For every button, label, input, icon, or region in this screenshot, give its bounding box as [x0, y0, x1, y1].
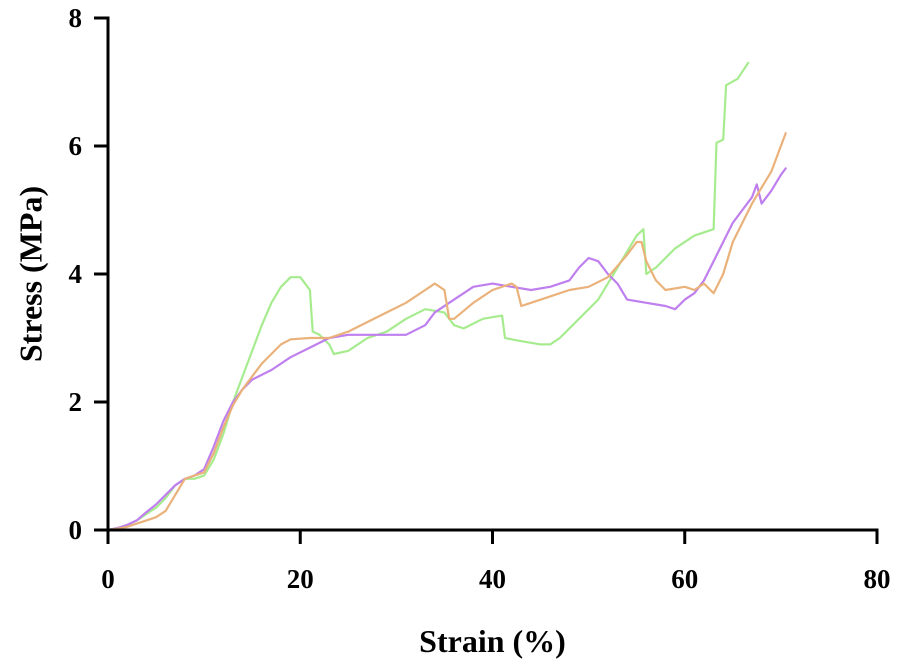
series-line-3 — [106, 132, 787, 532]
y-axis-title: Stress (MPa) — [12, 186, 48, 362]
ticks: 0 20 40 60 80 0 2 4 6 8 — [69, 3, 891, 594]
x-tick-label: 0 — [101, 564, 115, 594]
y-tick-label: 4 — [69, 259, 83, 289]
x-tick-label: 40 — [479, 564, 506, 594]
axes — [106, 16, 879, 532]
x-tick-label: 80 — [864, 564, 891, 594]
series-layer — [106, 61, 787, 532]
series-line-2 — [106, 167, 787, 532]
y-tick-label: 2 — [69, 387, 83, 417]
x-tick-label: 60 — [671, 564, 698, 594]
x-axis-title: Strain (%) — [419, 623, 566, 659]
y-tick-label: 6 — [69, 131, 83, 161]
x-tick-label: 20 — [287, 564, 314, 594]
y-tick-label: 8 — [69, 3, 83, 33]
y-tick-label: 0 — [69, 515, 83, 545]
series-line-1 — [106, 61, 750, 532]
